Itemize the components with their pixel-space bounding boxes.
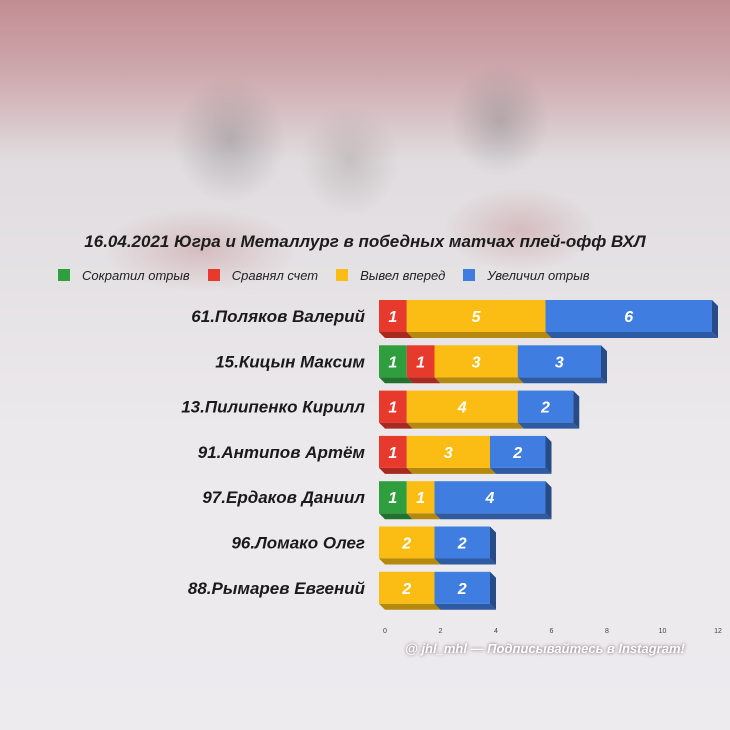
- x-tick-label: 0: [383, 628, 387, 635]
- bar-segment-shadow: [379, 467, 413, 474]
- bar-value-label: 1: [388, 354, 397, 371]
- legend-label: Вывел вперед: [360, 267, 446, 283]
- x-tick-label: 12: [714, 628, 722, 635]
- bar-segment: [379, 435, 407, 468]
- bar-end-face: [545, 435, 552, 474]
- bar-segment: [406, 435, 490, 468]
- chart-legend: Сократил отрыв Сравнял счет Вывел вперед…: [58, 266, 608, 284]
- bar-segment: [406, 345, 435, 378]
- category-label: 15.Кицын Максим: [215, 352, 365, 371]
- bar-value-label: 2: [540, 400, 550, 417]
- bar-segment-shadow: [434, 603, 496, 610]
- legend-item-extended-lead: Увеличил отрыв: [463, 266, 590, 284]
- x-tick-label: 6: [550, 628, 554, 635]
- bar-segment-shadow: [517, 377, 607, 384]
- bar-segment: [406, 300, 546, 332]
- legend-swatch-blue: [463, 269, 476, 281]
- bar-segment-shadow: [379, 422, 413, 429]
- bar-value-label: 2: [512, 445, 522, 462]
- bar-segment-shadow: [379, 603, 441, 610]
- bar-segment: [517, 345, 601, 378]
- bar-segment-shadow: [379, 513, 413, 520]
- bar-end-face: [545, 481, 552, 520]
- footer-instagram-note: @ jhl_mhl — Подписывайтесь в Instagram!: [405, 641, 685, 656]
- legend-label: Увеличил отрыв: [487, 267, 590, 283]
- legend-item-took-lead: Вывел вперед: [336, 266, 445, 284]
- category-label: 91.Антипов Артём: [198, 443, 366, 462]
- chart-title: 16.04.2021 Югра и Металлург в победных м…: [84, 232, 646, 251]
- x-tick-label: 8: [605, 628, 609, 635]
- legend-swatch-green: [58, 269, 70, 281]
- bar-value-label: 1: [416, 490, 425, 507]
- bar-segment-shadow: [379, 377, 413, 384]
- legend-label: Сравнял счет: [231, 267, 319, 283]
- bar-value-label: 1: [388, 400, 397, 417]
- bar-segment-shadow: [434, 377, 524, 384]
- category-label: 88.Рымарев Евгений: [188, 579, 366, 598]
- legend-swatch-red: [207, 269, 220, 281]
- bar-value-label: 3: [444, 445, 453, 462]
- bar-segment: [379, 300, 407, 332]
- bar-value-label: 1: [388, 490, 397, 507]
- bar-value-label: 4: [457, 400, 467, 417]
- bar-segment: [434, 526, 490, 559]
- bar-segment-shadow: [406, 467, 496, 474]
- bar-end-face: [712, 300, 718, 338]
- bar-segment: [379, 571, 435, 604]
- category-label: 96.Ломако Олег: [231, 534, 365, 553]
- bar-segment: [490, 435, 546, 468]
- bar-segment-shadow: [406, 513, 441, 520]
- bar-value-label: 3: [472, 354, 481, 371]
- bar-end-face: [573, 390, 580, 429]
- bar-value-label: 5: [472, 309, 482, 326]
- category-label: 61.Поляков Валерий: [191, 307, 365, 326]
- bar-segment-shadow: [434, 513, 552, 520]
- bar-segment-shadow: [406, 422, 524, 429]
- category-label: 97.Ердаков Даниил: [202, 488, 365, 507]
- bar-segment: [545, 300, 712, 332]
- bar-segment: [434, 571, 490, 604]
- bar-value-label: 1: [416, 354, 425, 371]
- legend-label: Сократил отрыв: [82, 267, 190, 283]
- bar-segment-shadow: [406, 377, 441, 384]
- bar-segment: [406, 390, 518, 423]
- bar-value-label: 2: [457, 536, 467, 553]
- bar-value-label: 2: [457, 581, 467, 598]
- bar-segment: [406, 481, 435, 514]
- bar-segment-shadow: [490, 467, 552, 474]
- x-tick-label: 2: [439, 628, 443, 635]
- bar-value-label: 1: [388, 445, 397, 462]
- bar-value-label: 2: [401, 581, 411, 598]
- bar-segment-shadow: [517, 422, 580, 429]
- bar-segment-shadow: [545, 332, 718, 338]
- bar-end-face: [490, 526, 496, 565]
- bar-value-label: 2: [401, 536, 411, 553]
- bar-segment: [434, 345, 518, 378]
- bar-value-label: 6: [624, 309, 633, 326]
- bar-value-label: 4: [485, 490, 495, 507]
- bar-end-face: [601, 345, 607, 384]
- legend-swatch-yellow: [336, 269, 349, 281]
- legend-item-tied-score: Сравнял счет: [207, 266, 319, 284]
- bar-segment: [517, 390, 574, 423]
- legend-item-reduced-gap: Сократил отрыв: [58, 266, 190, 284]
- category-label: 13.Пилипенко Кирилл: [181, 398, 365, 417]
- bar-segment-shadow: [379, 558, 441, 565]
- bar-segment-shadow: [379, 332, 413, 338]
- x-tick-label: 10: [659, 628, 667, 635]
- bar-segment: [379, 390, 407, 423]
- bar-value-label: 3: [555, 354, 564, 371]
- bar-segment-shadow: [434, 558, 496, 565]
- bar-segment: [379, 526, 435, 559]
- bar-value-label: 1: [388, 309, 397, 326]
- bar-segment: [379, 345, 407, 378]
- bar-segment: [434, 481, 546, 514]
- bar-end-face: [490, 571, 496, 610]
- x-tick-label: 4: [494, 628, 498, 635]
- bar-segment-shadow: [406, 332, 552, 338]
- bar-segment: [379, 481, 407, 514]
